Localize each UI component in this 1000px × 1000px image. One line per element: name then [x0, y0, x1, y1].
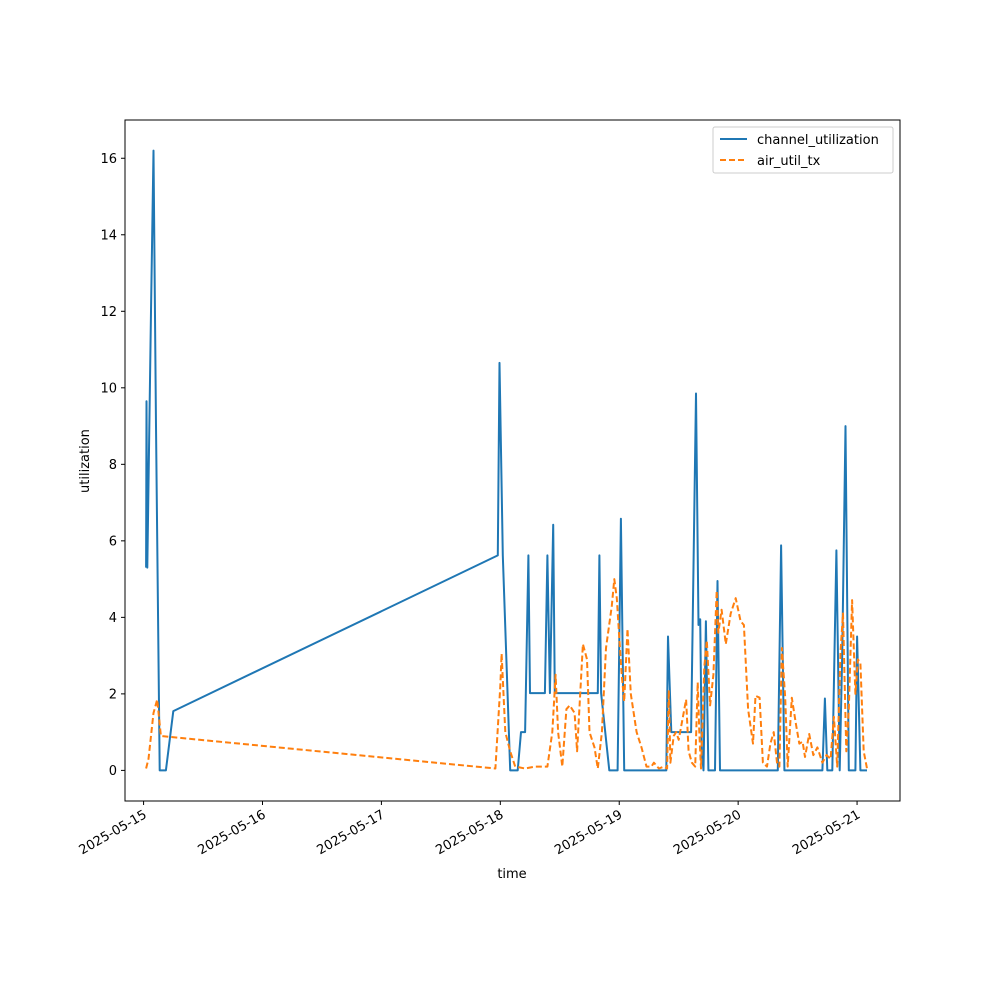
x-tick-label: 2025-05-20: [671, 807, 744, 858]
y-tick-label: 6: [109, 534, 117, 549]
x-tick-label: 2025-05-19: [552, 807, 625, 858]
y-tick-label: 2: [109, 687, 117, 702]
x-tick-label: 2025-05-17: [314, 807, 387, 858]
y-tick-label: 4: [109, 611, 117, 626]
legend-frame: [712, 126, 894, 174]
legend-label-air-util-tx: air_util_tx: [757, 154, 821, 169]
tick-labels: 0 2 4 6 8 10 12 14 16 2025-05-15 2025-05-16 2025-05…: [77, 152, 863, 858]
legend: channel_utilization air_util_tx: [712, 126, 894, 174]
axes: [124, 119, 901, 802]
x-tick-label: 2025-05-16: [196, 807, 269, 858]
y-tick-label: 8: [109, 458, 117, 473]
plot-frame: [124, 119, 901, 802]
x-tick-label: 2025-05-21: [790, 807, 863, 858]
series-line-channel-utilization: [145, 149, 867, 772]
plot-area: [145, 149, 868, 772]
x-axis-label: time: [497, 867, 526, 882]
y-tick-label: 14: [100, 228, 117, 243]
x-tick-label: 2025-05-18: [433, 807, 506, 858]
y-tick-label: 10: [100, 381, 117, 396]
y-tick-label: 12: [100, 305, 117, 320]
x-tick-label: 2025-05-15: [77, 807, 150, 858]
legend-label-channel-utilization: channel_utilization: [757, 133, 879, 148]
y-tick-label: 16: [100, 152, 117, 167]
y-axis-label: utilization: [78, 429, 93, 493]
series-line-air-util-tx: [145, 578, 868, 770]
y-tick-label: 0: [109, 764, 117, 779]
